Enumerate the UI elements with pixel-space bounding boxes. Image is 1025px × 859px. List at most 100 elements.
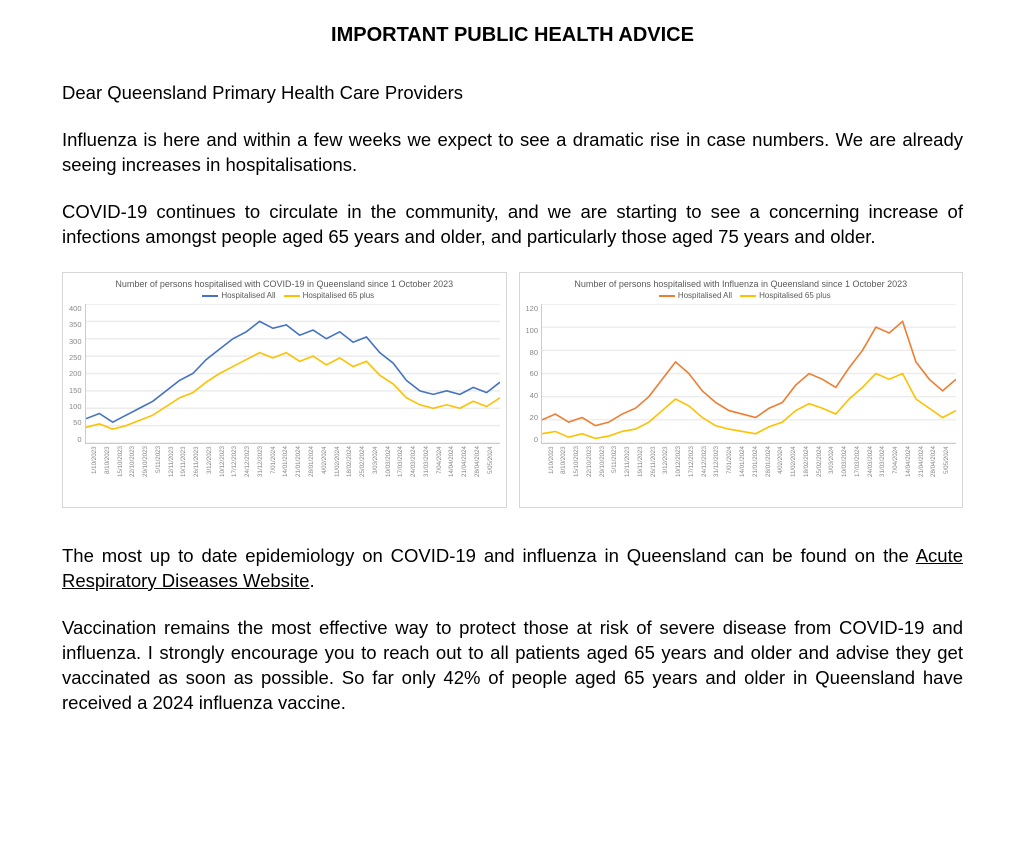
x-tick: 19/11/2023 [637, 446, 650, 490]
x-tick: 4/02/2024 [321, 446, 334, 490]
x-tick: 15/10/2023 [117, 446, 130, 490]
y-tick: 0 [77, 435, 81, 444]
x-tick: 31/12/2023 [713, 446, 726, 490]
y-tick: 400 [69, 304, 82, 313]
paragraph-2: COVID-19 continues to circulate in the c… [62, 200, 963, 250]
y-tick: 0 [534, 435, 538, 444]
x-tick: 17/03/2024 [397, 446, 410, 490]
x-tick: 18/02/2024 [346, 446, 359, 490]
x-tick: 12/11/2023 [624, 446, 637, 490]
legend-swatch [659, 295, 675, 297]
chart-title: Number of persons hospitalised with Infl… [526, 279, 957, 289]
x-tick: 26/11/2023 [650, 446, 663, 490]
x-tick: 8/10/2023 [104, 446, 117, 490]
x-tick: 25/02/2024 [816, 446, 829, 490]
y-tick: 120 [526, 304, 539, 313]
x-tick: 14/04/2024 [448, 446, 461, 490]
x-tick: 28/04/2024 [930, 446, 943, 490]
x-tick: 24/03/2024 [867, 446, 880, 490]
legend-swatch [740, 295, 756, 297]
y-tick: 100 [526, 326, 539, 335]
x-tick: 14/01/2024 [282, 446, 295, 490]
plot-wrap: 120100806040200 [526, 304, 957, 444]
legend-swatch [284, 295, 300, 297]
page-title: IMPORTANT PUBLIC HEALTH ADVICE [62, 24, 963, 47]
paragraph-3a: The most up to date epidemiology on COVI… [62, 545, 916, 566]
legend-label: Hospitalised 65 plus [759, 291, 831, 300]
x-tick: 10/03/2024 [841, 446, 854, 490]
x-tick: 3/03/2024 [372, 446, 385, 490]
x-tick: 11/02/2024 [790, 446, 803, 490]
x-tick: 3/12/2023 [662, 446, 675, 490]
legend-label: Hospitalised 65 plus [303, 291, 375, 300]
chart-legend: Hospitalised All Hospitalised 65 plus [69, 291, 500, 300]
x-tick: 1/10/2023 [548, 446, 561, 490]
x-tick: 1/10/2023 [91, 446, 104, 490]
x-tick: 17/12/2023 [688, 446, 701, 490]
x-tick: 24/03/2024 [410, 446, 423, 490]
plot-area [541, 304, 956, 444]
x-tick: 12/11/2023 [168, 446, 181, 490]
x-tick: 7/04/2024 [892, 446, 905, 490]
influenza-chart: Number of persons hospitalised with Infl… [519, 272, 964, 508]
greeting: Dear Queensland Primary Health Care Prov… [62, 81, 963, 106]
x-axis: 1/10/20238/10/202315/10/202322/10/202329… [548, 446, 957, 490]
y-axis: 120100806040200 [526, 304, 542, 444]
y-tick: 250 [69, 353, 82, 362]
x-tick: 3/12/2023 [206, 446, 219, 490]
y-tick: 150 [69, 386, 82, 395]
x-tick: 5/05/2024 [487, 446, 500, 490]
x-tick: 31/03/2024 [879, 446, 892, 490]
covid-chart: Number of persons hospitalised with COVI… [62, 272, 507, 508]
x-tick: 31/12/2023 [257, 446, 270, 490]
x-tick: 18/02/2024 [803, 446, 816, 490]
x-tick: 22/10/2023 [129, 446, 142, 490]
x-tick: 5/05/2024 [943, 446, 956, 490]
x-tick: 10/03/2024 [385, 446, 398, 490]
x-tick: 15/10/2023 [573, 446, 586, 490]
x-tick: 22/10/2023 [586, 446, 599, 490]
x-tick: 7/01/2024 [270, 446, 283, 490]
x-tick: 8/10/2023 [560, 446, 573, 490]
x-axis: 1/10/20238/10/202315/10/202322/10/202329… [91, 446, 500, 490]
y-tick: 50 [73, 418, 81, 427]
y-tick: 350 [69, 320, 82, 329]
x-tick: 4/02/2024 [777, 446, 790, 490]
x-tick: 21/04/2024 [918, 446, 931, 490]
paragraph-4: Vaccination remains the most effective w… [62, 616, 963, 716]
x-tick: 29/10/2023 [599, 446, 612, 490]
x-tick: 19/11/2023 [180, 446, 193, 490]
y-tick: 200 [69, 369, 82, 378]
x-tick: 5/11/2023 [155, 446, 168, 490]
x-tick: 3/03/2024 [828, 446, 841, 490]
x-tick: 31/03/2024 [423, 446, 436, 490]
chart-title: Number of persons hospitalised with COVI… [69, 279, 500, 289]
y-tick: 20 [530, 413, 538, 422]
y-tick: 100 [69, 402, 82, 411]
chart-legend: Hospitalised All Hospitalised 65 plus [526, 291, 957, 300]
x-tick: 21/01/2024 [295, 446, 308, 490]
x-tick: 21/04/2024 [461, 446, 474, 490]
x-tick: 28/04/2024 [474, 446, 487, 490]
plot-area [85, 304, 500, 444]
paragraph-1: Influenza is here and within a few weeks… [62, 128, 963, 178]
paragraph-3: The most up to date epidemiology on COVI… [62, 544, 963, 594]
x-tick: 28/01/2024 [308, 446, 321, 490]
x-tick: 11/02/2024 [334, 446, 347, 490]
y-axis: 400350300250200150100500 [69, 304, 85, 444]
x-tick: 14/04/2024 [905, 446, 918, 490]
x-tick: 7/04/2024 [436, 446, 449, 490]
paragraph-3b: . [309, 570, 314, 591]
document-page: IMPORTANT PUBLIC HEALTH ADVICE Dear Quee… [0, 0, 1025, 716]
x-tick: 26/11/2023 [193, 446, 206, 490]
x-tick: 10/12/2023 [219, 446, 232, 490]
series-65plus [542, 373, 956, 438]
legend-label: Hospitalised All [221, 291, 275, 300]
x-tick: 7/01/2024 [726, 446, 739, 490]
plot-wrap: 400350300250200150100500 [69, 304, 500, 444]
legend-label: Hospitalised All [678, 291, 732, 300]
x-tick: 29/10/2023 [142, 446, 155, 490]
x-tick: 14/01/2024 [739, 446, 752, 490]
legend-swatch [202, 295, 218, 297]
x-tick: 28/01/2024 [765, 446, 778, 490]
